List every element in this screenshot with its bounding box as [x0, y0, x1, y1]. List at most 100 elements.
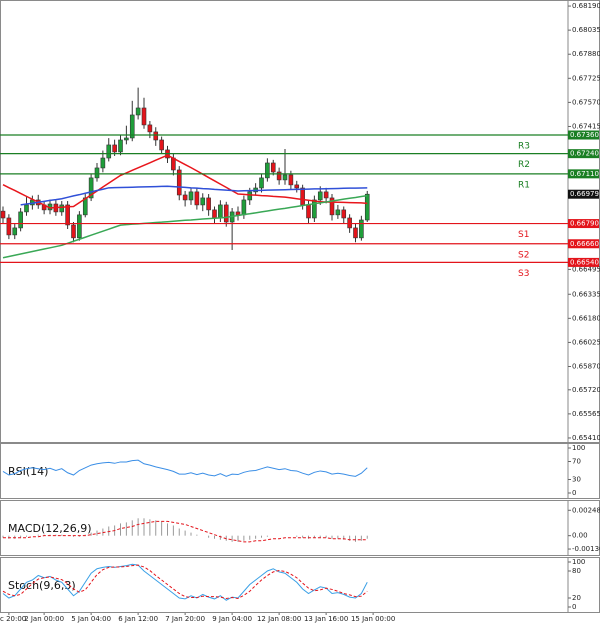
price-tag [568, 219, 599, 229]
price-tag [568, 239, 599, 249]
price-tag-label: 0.67110 [570, 170, 599, 178]
histogram-bar [325, 535, 327, 538]
candle-body [265, 162, 270, 179]
candle-body [6, 217, 12, 236]
histogram-bar [261, 535, 262, 538]
indicator-line [2, 194, 368, 259]
candle-body [241, 199, 247, 216]
candle-body [364, 193, 370, 221]
y-tick-label: 80 [572, 567, 581, 575]
candle-body [147, 124, 153, 133]
candle-body [141, 107, 147, 126]
histogram-bar [366, 535, 368, 539]
candle-body [159, 139, 164, 151]
histogram-bar [20, 535, 22, 538]
price-tag-label: 0.66790 [570, 220, 599, 228]
level-name: S1 [518, 230, 529, 240]
candle-body [200, 197, 206, 206]
x-tick-label: c 20:00 [0, 615, 26, 623]
histogram-bar [2, 535, 4, 538]
panel-title: MACD(12,26,9) [8, 522, 92, 535]
histogram-bar [313, 535, 315, 538]
y-tick-label: 0.00 [572, 532, 588, 540]
histogram-bar [184, 530, 186, 536]
histogram-bar [108, 526, 110, 536]
price-tag [568, 130, 599, 140]
candle-body [247, 191, 253, 201]
y-tick-label: 100 [572, 558, 585, 566]
candle-body [329, 197, 335, 216]
candle-body [359, 219, 364, 239]
histogram-bar [190, 532, 192, 536]
candle-body [288, 174, 294, 186]
histogram-bar [8, 535, 10, 539]
price-tag [568, 257, 599, 267]
price-tag-label: 0.66660 [570, 240, 599, 248]
candle-body [176, 169, 182, 196]
candle-body [312, 199, 317, 219]
candle-body [65, 204, 70, 226]
indicator-line [2, 459, 368, 477]
candle-body [18, 211, 23, 229]
histogram-bar [172, 525, 174, 536]
candle-body [182, 194, 188, 201]
histogram-bar [208, 535, 210, 538]
histogram-bar [296, 535, 298, 537]
level-name: R2 [518, 160, 530, 170]
price-tag [568, 169, 599, 179]
histogram-bar [137, 518, 139, 536]
histogram-bar [196, 534, 198, 536]
candle-body [77, 214, 82, 239]
histogram-bar [78, 535, 80, 537]
x-tick-label: 7 Jan 20:00 [165, 615, 205, 623]
histogram-bar [61, 534, 63, 536]
candle-body [24, 204, 29, 213]
x-tick-label: 15 Jan 00:00 [351, 615, 395, 623]
last-price-label: 0.66979 [570, 190, 599, 198]
candle-body [323, 191, 329, 199]
histogram-bar [125, 522, 127, 536]
histogram-bar [155, 520, 157, 536]
candle-body [235, 211, 241, 216]
x-tick-label: 6 Jan 12:00 [118, 615, 158, 623]
candle-body [112, 144, 117, 153]
indicator-line [20, 185, 368, 206]
histogram-bar [55, 534, 57, 536]
y-tick-label: 0.68190 [572, 2, 600, 10]
price-tag-label: 0.67360 [570, 131, 599, 139]
y-tick-label: 20 [572, 594, 581, 602]
candle-body [300, 187, 305, 206]
histogram-bar [237, 535, 239, 542]
histogram-bar [243, 535, 245, 541]
panel-frame [0, 557, 600, 613]
histogram-bar [37, 534, 39, 536]
histogram-bar [161, 521, 163, 536]
histogram-bar [214, 535, 215, 539]
candle-body [94, 167, 100, 179]
candle-body [12, 227, 18, 236]
candle-body [106, 144, 112, 159]
histogram-bar [219, 535, 221, 540]
panel-frame [0, 443, 600, 499]
histogram-bar [96, 530, 98, 536]
candle-body [153, 131, 159, 141]
histogram-bar [266, 535, 268, 537]
histogram-bar [49, 534, 51, 536]
histogram-bar [143, 518, 145, 536]
x-tick-label: 9 Jan 04:00 [212, 615, 252, 623]
candle-body [118, 139, 123, 153]
price-tag [568, 149, 599, 159]
histogram-bar [43, 534, 45, 536]
x-tick-label: 13 Jan 16:00 [304, 615, 348, 623]
y-tick-label: 0.65870 [572, 362, 600, 370]
histogram-bar [249, 535, 251, 540]
candle-body [270, 162, 276, 173]
panel-title: RSI(14) [8, 465, 48, 478]
candle-body [135, 107, 141, 116]
y-tick-label: 30 [572, 476, 581, 484]
histogram-bar [73, 535, 74, 537]
last-price-tag [568, 189, 599, 199]
indicator-line [3, 520, 368, 543]
candle-body [59, 204, 65, 213]
